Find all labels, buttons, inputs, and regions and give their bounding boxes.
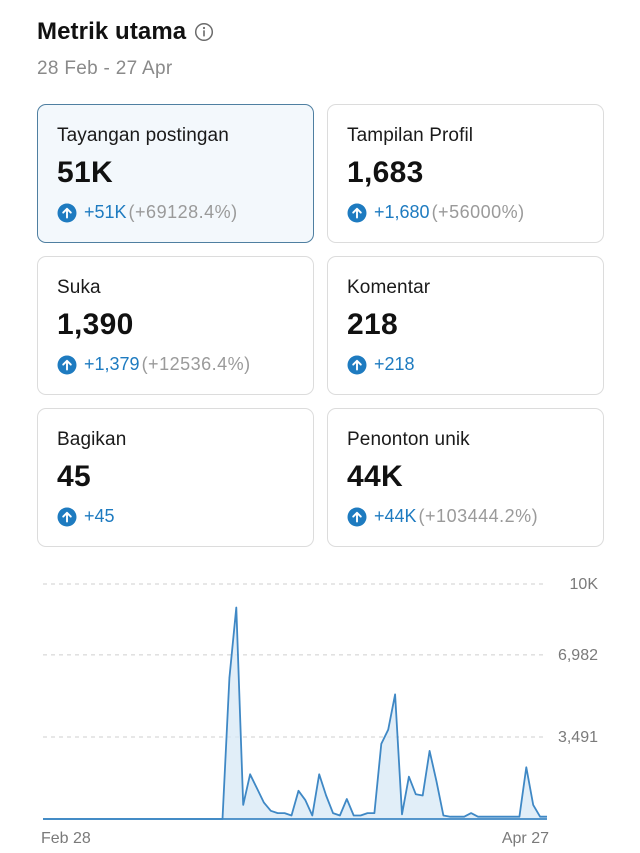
info-circle-icon[interactable]	[194, 22, 214, 42]
metric-cards: Tayangan postingan 51K +51K (+69128.4%) …	[37, 104, 605, 547]
arrow-up-icon	[57, 355, 77, 375]
metric-card-likes[interactable]: Suka 1,390 +1,379 (+12536.4%)	[37, 256, 314, 395]
metric-value: 45	[57, 460, 91, 493]
metric-value: 51K	[57, 156, 113, 189]
chart-canvas: 10K 6,982 3,491 Feb 28 Apr 27	[41, 576, 599, 847]
metric-percent: (+103444.2%)	[418, 506, 539, 526]
metric-change: +45	[57, 506, 313, 527]
arrow-up-icon	[347, 355, 367, 375]
metric-delta: +51K	[84, 202, 127, 222]
chart-area	[43, 607, 547, 819]
x-tick-label: Feb 28	[41, 830, 91, 847]
metric-value: 218	[347, 308, 398, 341]
metric-label: Bagikan	[57, 429, 127, 450]
metric-label: Suka	[57, 277, 101, 298]
arrow-up-icon	[347, 507, 367, 527]
metric-card-shares[interactable]: Bagikan 45 +45	[37, 408, 314, 547]
metric-change: +218	[347, 354, 603, 375]
header: Metrik utama 28 Feb - 27 Apr	[37, 18, 214, 80]
arrow-up-icon	[57, 203, 77, 223]
metric-change: +1,680 (+56000%)	[347, 202, 603, 223]
metric-change: +51K (+69128.4%)	[57, 202, 313, 223]
x-tick-label: Apr 27	[502, 830, 549, 847]
metric-label: Tayangan postingan	[57, 125, 229, 146]
metric-label: Tampilan Profil	[347, 125, 474, 146]
metric-value: 1,390	[57, 308, 134, 341]
metric-value: 1,683	[347, 156, 424, 189]
page-title: Metrik utama	[37, 18, 187, 45]
title-row: Metrik utama	[37, 18, 214, 46]
y-tick-label: 6,982	[558, 647, 598, 664]
metric-percent: (+12536.4%)	[141, 354, 251, 374]
arrow-up-icon	[347, 203, 367, 223]
metric-card-post-views[interactable]: Tayangan postingan 51K +51K (+69128.4%)	[37, 104, 314, 243]
arrow-up-icon	[57, 507, 77, 527]
metric-delta: +218	[374, 354, 415, 374]
views-chart[interactable]: 10K 6,982 3,491 Feb 28 Apr 27	[0, 570, 640, 853]
metric-label: Penonton unik	[347, 429, 470, 450]
metric-delta: +44K	[374, 506, 417, 526]
date-range: 28 Feb - 27 Apr	[37, 58, 173, 79]
metric-label: Komentar	[347, 277, 431, 298]
metric-delta: +1,680	[374, 202, 430, 222]
metric-card-unique-viewers[interactable]: Penonton unik 44K +44K (+103444.2%)	[327, 408, 604, 547]
metric-value: 44K	[347, 460, 403, 493]
metric-percent: (+56000%)	[431, 202, 525, 222]
metric-card-profile-views[interactable]: Tampilan Profil 1,683 +1,680 (+56000%)	[327, 104, 604, 243]
chart-line	[43, 606, 547, 820]
metric-delta: +45	[84, 506, 115, 526]
y-tick-label: 10K	[570, 576, 599, 593]
metric-delta: +1,379	[84, 354, 140, 374]
y-tick-label: 3,491	[558, 729, 598, 746]
metric-change: +44K (+103444.2%)	[347, 506, 603, 527]
metric-change: +1,379 (+12536.4%)	[57, 354, 313, 375]
metric-card-comments[interactable]: Komentar 218 +218	[327, 256, 604, 395]
metric-percent: (+69128.4%)	[128, 202, 238, 222]
